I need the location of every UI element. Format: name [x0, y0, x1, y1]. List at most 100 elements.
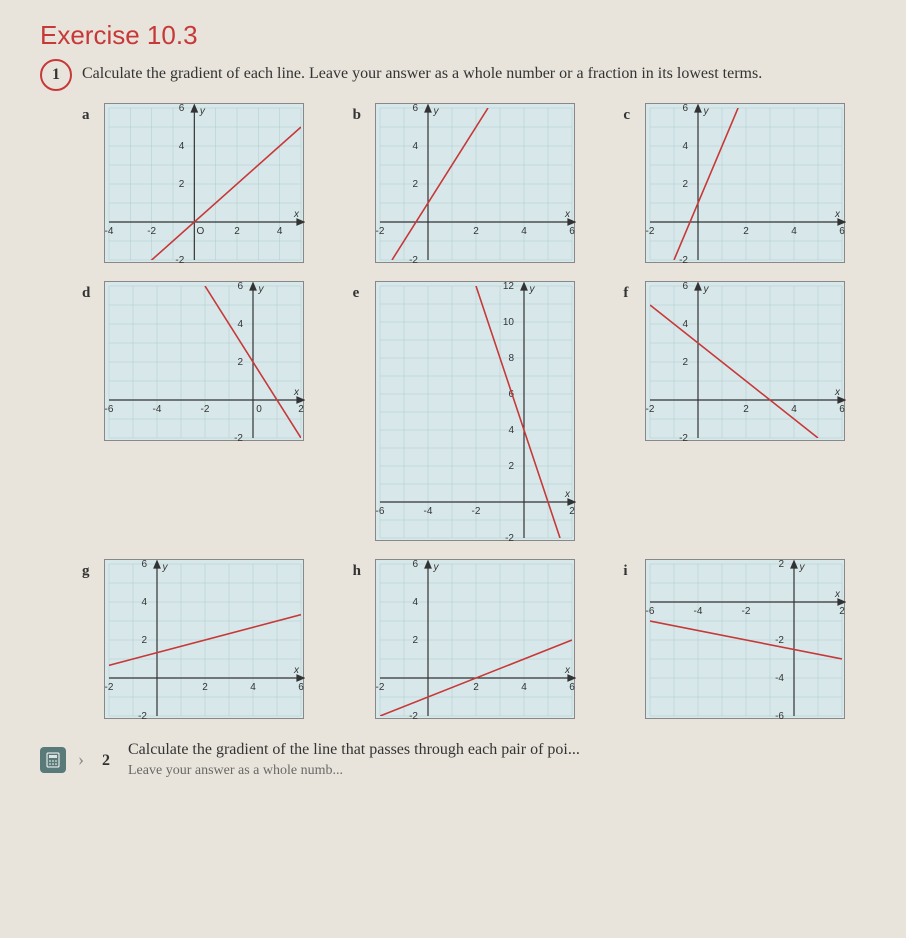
svg-text:6: 6 — [141, 560, 147, 570]
svg-text:4: 4 — [521, 682, 527, 693]
svg-text:x: x — [293, 209, 300, 220]
svg-text:2: 2 — [179, 179, 185, 190]
svg-text:12: 12 — [503, 282, 515, 292]
svg-text:4: 4 — [277, 226, 283, 237]
svg-text:-2: -2 — [679, 255, 688, 264]
question-1: 1 Calculate the gradient of each line. L… — [40, 59, 866, 91]
part-label-h: h — [353, 559, 367, 580]
svg-text:2: 2 — [744, 226, 750, 237]
svg-text:4: 4 — [508, 425, 514, 436]
svg-text:-4: -4 — [775, 673, 784, 684]
graph-cell-g: g-2246-2246xy — [82, 559, 325, 719]
svg-text:6: 6 — [412, 104, 418, 114]
part-label-c: c — [623, 103, 637, 124]
graph-i: -6-4-22-6-4-22xy — [645, 559, 845, 719]
svg-text:6: 6 — [569, 226, 575, 237]
svg-text:-4: -4 — [423, 506, 432, 517]
svg-text:y: y — [528, 284, 535, 295]
svg-text:6: 6 — [840, 226, 846, 237]
graph-a: -4-2O24-2246xy — [104, 103, 304, 263]
part-label-a: a — [82, 103, 96, 124]
svg-text:2: 2 — [412, 179, 418, 190]
svg-text:2: 2 — [744, 404, 750, 415]
svg-text:4: 4 — [237, 319, 243, 330]
svg-text:-2: -2 — [376, 682, 385, 693]
svg-text:10: 10 — [503, 317, 515, 328]
svg-text:-2: -2 — [679, 433, 688, 442]
svg-text:-2: -2 — [742, 606, 751, 617]
svg-text:2: 2 — [473, 682, 479, 693]
svg-text:4: 4 — [250, 682, 256, 693]
svg-text:O: O — [196, 226, 204, 237]
graph-cell-d: d-6-4-202-2246xy — [82, 281, 325, 541]
svg-text:6: 6 — [179, 104, 185, 114]
svg-text:2: 2 — [412, 635, 418, 646]
svg-text:-6: -6 — [775, 711, 784, 720]
graph-c: -2246-2246xy — [645, 103, 845, 263]
svg-text:y: y — [703, 284, 710, 295]
svg-text:-6: -6 — [105, 404, 114, 415]
graph-f: -2246-2246xy — [645, 281, 845, 441]
svg-text:-2: -2 — [505, 533, 514, 542]
part-label-e: e — [353, 281, 367, 302]
svg-text:-2: -2 — [775, 635, 784, 646]
svg-text:4: 4 — [179, 141, 185, 152]
svg-text:-2: -2 — [201, 404, 210, 415]
svg-text:2: 2 — [473, 226, 479, 237]
svg-text:-2: -2 — [105, 682, 114, 693]
graph-e: -6-4-22-224681012xy — [375, 281, 575, 541]
graphs-grid: a -4 -2 O 2 4 -2 2 4 6 x y b -2 2 4 6 -2 2 4 6 x y c -2 2 4 6 -2 2 4 6 x… — [82, 103, 866, 719]
graph-d: -6-4-202-2246xy — [104, 281, 304, 441]
svg-text:6: 6 — [412, 560, 418, 570]
svg-text:x: x — [564, 489, 571, 500]
svg-text:2: 2 — [779, 560, 785, 570]
svg-text:y: y — [258, 284, 265, 295]
svg-text:4: 4 — [792, 226, 798, 237]
svg-text:-2: -2 — [409, 711, 418, 720]
svg-text:x: x — [293, 387, 300, 398]
svg-text:-2: -2 — [147, 226, 156, 237]
svg-text:x: x — [834, 387, 841, 398]
svg-text:2: 2 — [141, 635, 147, 646]
exercise-title: Exercise 10.3 — [40, 20, 866, 51]
svg-text:2: 2 — [683, 357, 689, 368]
calculator-icon — [40, 747, 66, 773]
svg-text:-2: -2 — [376, 226, 385, 237]
graph-cell-i: i-6-4-22-6-4-22xy — [623, 559, 866, 719]
svg-text:y: y — [703, 106, 710, 117]
svg-text:-2: -2 — [175, 255, 184, 264]
svg-text:x: x — [293, 665, 300, 676]
svg-text:2: 2 — [298, 404, 304, 415]
svg-text:4: 4 — [683, 319, 689, 330]
graph-cell-c: c-2246-2246xy — [623, 103, 866, 263]
svg-text:-4: -4 — [153, 404, 162, 415]
svg-text:4: 4 — [792, 404, 798, 415]
svg-text:-2: -2 — [138, 711, 147, 720]
svg-text:2: 2 — [234, 226, 240, 237]
svg-text:-6: -6 — [376, 506, 385, 517]
graph-b: -2246-2246xy — [375, 103, 575, 263]
part-label-b: b — [353, 103, 367, 124]
svg-text:2: 2 — [569, 506, 575, 517]
graph-h: -2246-2246xy — [375, 559, 575, 719]
graph-cell-b: b-2246-2246xy — [353, 103, 596, 263]
svg-text:6: 6 — [683, 104, 689, 114]
svg-text:6: 6 — [298, 682, 304, 693]
svg-text:8: 8 — [508, 353, 514, 364]
svg-text:y: y — [432, 562, 439, 573]
part-label-f: f — [623, 281, 637, 302]
svg-text:4: 4 — [521, 226, 527, 237]
svg-text:x: x — [564, 665, 571, 676]
svg-text:y: y — [162, 562, 169, 573]
q2-number: 2 — [90, 750, 122, 770]
svg-text:x: x — [834, 209, 841, 220]
svg-text:6: 6 — [237, 282, 243, 292]
svg-text:2: 2 — [202, 682, 208, 693]
svg-text:-4: -4 — [694, 606, 703, 617]
graph-cell-a: a-4-2O24-2246xy — [82, 103, 325, 263]
question-2: › 2 Calculate the gradient of the line t… — [40, 739, 866, 781]
q2-text: Calculate the gradient of the line that … — [128, 739, 580, 761]
svg-text:4: 4 — [683, 141, 689, 152]
chevron-icon: › — [78, 749, 84, 770]
svg-text:2: 2 — [840, 606, 846, 617]
